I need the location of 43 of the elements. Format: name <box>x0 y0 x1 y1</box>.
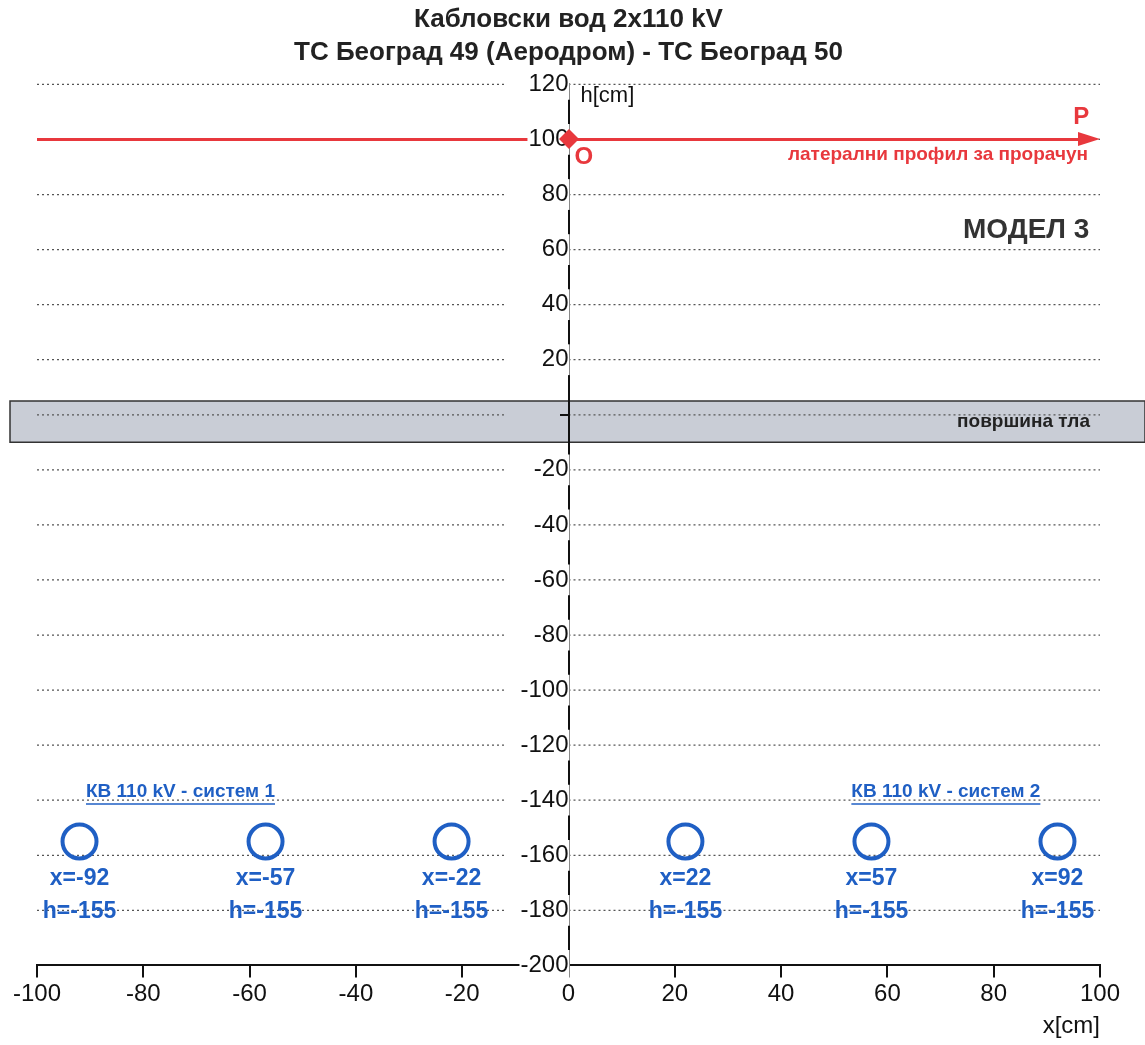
annotation: МОДЕЛ 3 <box>963 213 1090 245</box>
y-tick-label: -120 <box>520 729 569 757</box>
x-tick-label: -20 <box>444 979 480 1007</box>
y-tick-label: 40 <box>541 289 569 317</box>
y-tick-label: 20 <box>541 344 569 372</box>
x-tick-label: -60 <box>232 979 267 1007</box>
x-tick-label: -100 <box>12 979 62 1007</box>
x-axis-title: x[cm] <box>1042 1011 1100 1039</box>
y-tick-label: -80 <box>533 619 569 647</box>
y-tick-label: -60 <box>533 564 569 592</box>
ref-line-label: латерални профил за прорачун <box>787 143 1088 165</box>
y-tick-label: 80 <box>541 179 569 207</box>
annotation: КВ 110 kV - систем 1 <box>86 780 276 802</box>
chart-title: Кабловски вод 2x110 kV <box>414 2 724 33</box>
x-tick-label: 60 <box>874 979 901 1007</box>
data-label: x=22 h=-155 <box>648 864 723 924</box>
band-label: површина тла <box>957 409 1091 431</box>
y-tick-label: -20 <box>533 454 569 482</box>
y-tick-label: -180 <box>520 894 569 922</box>
data-label: x=92 h=-155 <box>1020 864 1095 924</box>
x-tick-label: 80 <box>980 979 1008 1007</box>
data-label: x=57 h=-155 <box>834 864 909 924</box>
x-tick-label: -40 <box>338 979 374 1007</box>
x-tick-label: 0 <box>561 979 576 1007</box>
y-tick-label: -160 <box>520 839 569 867</box>
y-axis-title: h[cm] <box>580 82 635 108</box>
annotation: КВ 110 kV - систем 2 <box>851 780 1041 802</box>
x-tick-label: 20 <box>661 979 689 1007</box>
annotation: P <box>1073 102 1090 130</box>
y-tick-label: 60 <box>541 234 569 262</box>
y-tick-label: -140 <box>520 784 569 812</box>
x-tick-label: 40 <box>767 979 795 1007</box>
x-tick-label: 100 <box>1079 979 1121 1007</box>
y-tick-label: -200 <box>520 950 569 978</box>
y-tick-label: -100 <box>520 674 569 702</box>
data-label: x=-92 h=-155 <box>42 864 117 924</box>
y-tick-label: -40 <box>533 509 569 537</box>
x-tick-label: -80 <box>125 979 161 1007</box>
data-label: x=-57 h=-155 <box>228 864 303 924</box>
y-tick-label: 120 <box>528 69 569 97</box>
data-label: x=-22 h=-155 <box>414 864 489 924</box>
chart-subtitle: ТС Београд 49 (Аеродром) - ТС Београд 50 <box>294 35 843 66</box>
annotation: O <box>574 142 594 170</box>
